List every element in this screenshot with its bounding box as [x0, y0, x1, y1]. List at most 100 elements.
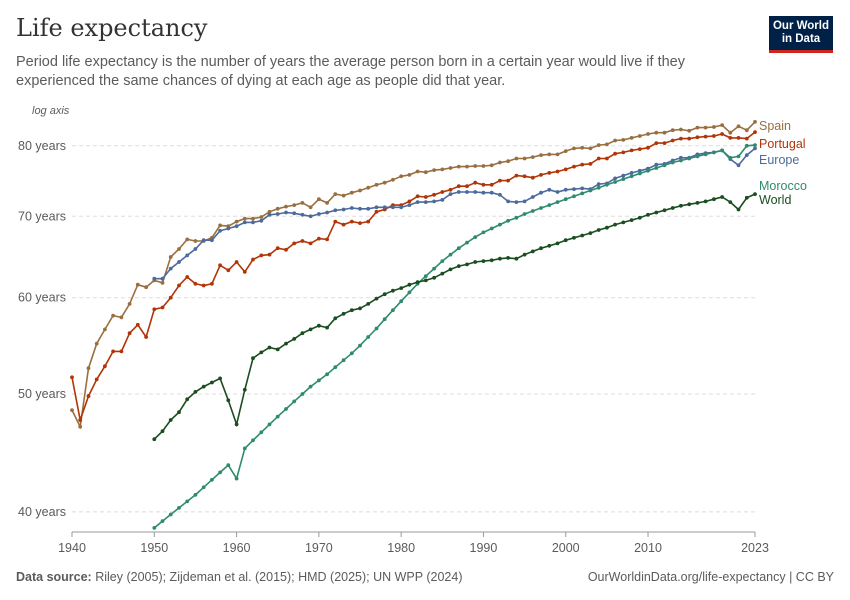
data-point-spain [448, 166, 453, 170]
data-point-world [621, 220, 626, 225]
data-point-world [399, 286, 404, 290]
data-point-spain [539, 153, 543, 158]
data-point-morocco [308, 384, 313, 389]
data-point-portugal [267, 252, 272, 257]
data-point-morocco [695, 154, 700, 159]
data-point-spain [317, 197, 321, 202]
data-point-world [720, 195, 724, 199]
data-point-portugal [744, 136, 749, 141]
data-point-morocco [654, 166, 659, 170]
data-point-spain [588, 146, 593, 151]
data-point-morocco [473, 235, 478, 240]
data-point-morocco [242, 446, 247, 451]
data-point-world [530, 249, 535, 254]
data-point-world [481, 259, 486, 263]
data-point-portugal [621, 150, 626, 155]
chart-title: Life expectancy [16, 14, 208, 42]
data-point-morocco [646, 168, 650, 173]
data-point-world [662, 208, 667, 213]
data-point-morocco [234, 476, 239, 481]
data-point-portugal [234, 260, 239, 264]
data-point-spain [300, 201, 305, 205]
data-point-portugal [201, 283, 206, 288]
data-point-europe [374, 205, 379, 210]
data-point-europe [267, 212, 272, 217]
data-point-world [423, 278, 428, 283]
data-point-world [292, 337, 297, 341]
data-point-spain [267, 209, 272, 214]
data-point-spain [514, 156, 519, 161]
data-point-spain [333, 192, 338, 197]
data-point-morocco [506, 218, 510, 223]
data-point-portugal [193, 281, 198, 286]
data-point-world [572, 235, 576, 240]
data-point-morocco [218, 470, 223, 475]
data-source-text: Riley (2005); Zijdeman et al. (2015); HM… [95, 570, 463, 584]
data-point-world [185, 397, 190, 402]
data-point-world [391, 288, 395, 293]
data-point-morocco [489, 226, 494, 231]
data-point-europe [572, 187, 576, 192]
data-point-world [349, 308, 354, 313]
data-point-morocco [547, 203, 552, 208]
data-point-portugal [679, 136, 683, 141]
data-point-europe [210, 238, 214, 243]
data-point-portugal [514, 173, 519, 178]
data-point-portugal [308, 241, 313, 246]
data-point-spain [753, 120, 757, 124]
data-point-world [596, 228, 601, 232]
data-point-portugal [185, 275, 190, 279]
data-point-europe [530, 195, 535, 199]
data-point-world [555, 241, 560, 246]
data-point-spain [292, 203, 297, 208]
data-point-europe [580, 186, 585, 191]
data-point-europe [152, 276, 157, 281]
data-point-europe [366, 206, 371, 211]
data-point-europe [637, 168, 642, 173]
data-point-portugal [736, 136, 741, 140]
data-point-world [374, 296, 379, 301]
data-point-portugal [423, 195, 428, 199]
data-point-world [563, 238, 568, 243]
data-point-spain [242, 216, 247, 221]
data-point-spain [135, 282, 140, 287]
data-point-morocco [481, 230, 486, 235]
data-point-portugal [703, 134, 708, 139]
data-point-spain [646, 132, 650, 136]
data-point-morocco [687, 156, 692, 161]
data-point-spain [432, 168, 436, 173]
data-point-europe [596, 182, 601, 187]
data-point-portugal [152, 307, 157, 312]
series-line-morocco [153, 144, 756, 529]
data-point-morocco [670, 160, 675, 165]
data-point-world [284, 341, 288, 346]
owid-logo[interactable]: Our World in Data [769, 16, 833, 53]
data-point-portugal [596, 156, 601, 161]
data-point-morocco [201, 485, 206, 490]
data-point-europe [744, 153, 749, 158]
data-point-spain [637, 134, 642, 138]
data-point-world [317, 323, 321, 328]
series-line-world [153, 193, 756, 440]
data-point-spain [275, 206, 280, 211]
data-point-morocco [423, 274, 428, 278]
data-point-portugal [662, 141, 667, 146]
data-point-world [646, 212, 650, 217]
data-point-europe [654, 162, 659, 167]
data-point-europe [621, 173, 626, 178]
data-point-portugal [259, 253, 264, 258]
data-point-morocco [621, 177, 626, 182]
data-point-europe [473, 190, 478, 194]
credit-link[interactable]: OurWorldinData.org/life-expectancy | CC … [587, 570, 834, 584]
data-point-world [613, 222, 617, 227]
data-point-morocco [366, 335, 371, 339]
y-tick-label: 60 years [18, 291, 66, 305]
data-point-portugal [547, 171, 552, 175]
data-point-world [259, 350, 264, 355]
data-point-morocco [210, 477, 214, 482]
data-point-spain [366, 185, 371, 190]
data-point-world [522, 252, 527, 257]
data-point-morocco [679, 158, 683, 163]
data-point-portugal [720, 132, 724, 136]
